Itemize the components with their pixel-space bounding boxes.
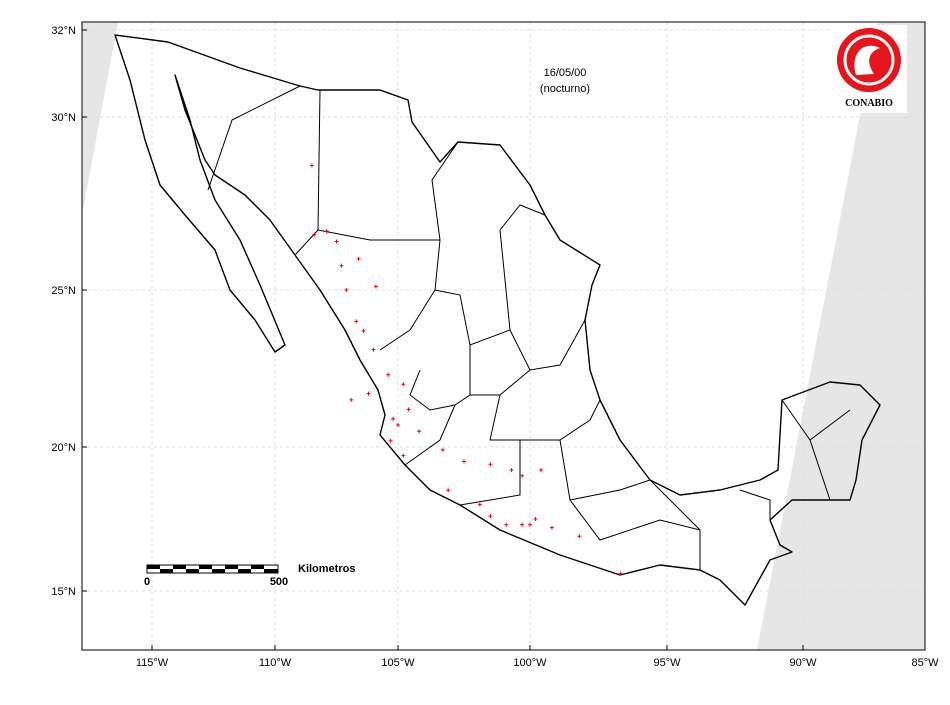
logo-emblem-ring [843, 34, 895, 86]
fire-point [401, 382, 406, 387]
fire-point [373, 284, 378, 289]
x-tick-label: 100°W [513, 657, 547, 669]
fire-point [391, 416, 396, 421]
fire-point [446, 488, 451, 493]
fire-point [309, 163, 314, 168]
logo: CONABIO [832, 25, 907, 113]
x-tick-label: 90°W [789, 657, 817, 669]
fire-point [361, 328, 366, 333]
fire-point [417, 429, 422, 434]
fire-point [312, 232, 317, 237]
fire-point [509, 468, 514, 473]
y-tick-label: 32°N [51, 25, 76, 37]
fire-point [371, 347, 376, 352]
y-tick-label: 25°N [51, 285, 76, 297]
no-data-swath [757, 22, 925, 650]
scale-bar: 0 500 Kilometros [144, 563, 356, 588]
fire-point [366, 391, 371, 396]
scale-end: 500 [270, 576, 288, 588]
logo-text: CONABIO [845, 98, 893, 109]
fire-point [618, 571, 623, 576]
axis-ticks: 115°W 110°W 105°W 100°W 95°W 90°W 85°W 32°N 30°N… [51, 25, 939, 669]
fire-point [388, 438, 393, 443]
fire-point [528, 522, 532, 527]
map-border [81, 21, 926, 651]
fire-point [504, 522, 509, 527]
fire-point [462, 459, 466, 464]
fire-point [349, 397, 354, 402]
fire-point [354, 319, 359, 324]
fire-point [324, 229, 329, 234]
x-tick-label: 85°W [911, 657, 939, 669]
x-tick-label: 105°W [381, 657, 415, 669]
state-borders [207, 85, 851, 570]
y-tick-label: 20°N [51, 442, 76, 454]
x-tick-label: 115°W [136, 657, 169, 669]
fire-point [520, 473, 525, 478]
date-label: 16/05/00 [544, 67, 587, 79]
y-tick-label: 30°N [51, 112, 76, 124]
fire-point [520, 522, 525, 527]
fire-point [339, 263, 344, 268]
fire-point [533, 517, 538, 521]
fire-point [477, 502, 482, 507]
mexico-outline [114, 34, 881, 606]
fire-point [440, 447, 445, 452]
fire-point [549, 525, 554, 530]
graticule [82, 22, 926, 650]
x-tick-label: 95°W [653, 657, 681, 669]
fire-point [488, 514, 493, 519]
scale-label: Kilometros [298, 563, 355, 575]
x-tick-label: 110°W [259, 657, 292, 669]
fire-point [396, 423, 400, 428]
no-data-swath [82, 22, 118, 215]
fire-point [577, 534, 582, 539]
fire-point [401, 453, 406, 458]
fire-points [309, 163, 623, 576]
scale-bar-segments [147, 565, 278, 573]
fire-point [334, 239, 339, 244]
logo-emblem-figure [854, 45, 880, 75]
fire-point [356, 256, 361, 261]
y-tick-label: 15°N [51, 586, 76, 598]
fire-point [538, 468, 543, 473]
period-label: (nocturno) [540, 83, 590, 95]
fire-point [386, 372, 391, 377]
fire-point [406, 407, 411, 412]
map-frame: 115°W 110°W 105°W 100°W 95°W 90°W 85°W 32°N 30°N… [51, 21, 939, 669]
fire-point [488, 462, 493, 467]
fire-point [344, 288, 349, 292]
scale-start: 0 [144, 576, 150, 588]
